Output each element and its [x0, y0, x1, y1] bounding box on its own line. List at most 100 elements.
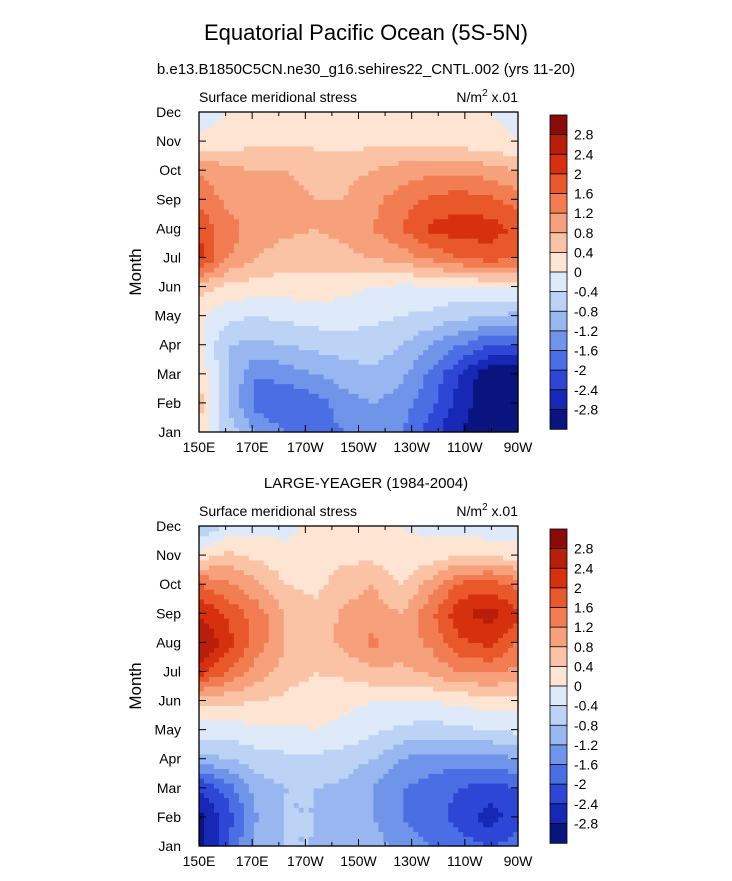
y-tick-label: Jan [158, 424, 181, 440]
colorbar-label: 0.4 [574, 244, 594, 260]
x-tick-label: 150E [183, 439, 216, 455]
colorbar-swatch [549, 330, 568, 352]
y-tick-label: May [155, 722, 181, 738]
colorbar-label: 2.8 [574, 541, 594, 557]
colorbar-label: -0.4 [574, 284, 598, 300]
main-title: Equatorial Pacific Ocean (5S-5N) [203, 20, 529, 45]
colorbar-swatch [549, 528, 568, 550]
colorbar-swatch [549, 783, 568, 805]
colorbar-label: 2 [574, 166, 582, 182]
colorbar-label: -1.6 [574, 757, 598, 773]
contour-field [199, 112, 519, 433]
colorbar: 2.8 2.4 2 1.6 1.2 0.8 0.4 0 -0.4 -0.8 -1.2 -1.6 -2 -2… [549, 114, 598, 430]
units-label: N/m2 x.01 [456, 502, 518, 519]
colorbar-label: 2.8 [574, 127, 594, 143]
subtitle: b.e13.B1850C5CN.ne30_g16.sehires22_CNTL.… [156, 61, 576, 78]
colorbar-label: -0.8 [574, 717, 598, 733]
y-tick-label: Aug [156, 220, 181, 236]
colorbar-swatch [549, 271, 568, 293]
colorbar-label: 1.2 [574, 619, 594, 635]
y-tick-label: Jul [163, 663, 181, 679]
x-tick-label: 150W [340, 853, 377, 869]
colorbar-label: 1.2 [574, 205, 594, 221]
colorbar-label: -2 [574, 776, 587, 792]
colorbar-label: -1.2 [574, 737, 598, 753]
colorbar-swatch [549, 310, 568, 332]
colorbar-swatch [549, 764, 568, 785]
x-tick-label: 170W [287, 853, 324, 869]
colorbar-label: -0.8 [574, 303, 598, 319]
colorbar-swatch [549, 548, 568, 569]
x-tick-label: 90W [504, 439, 534, 455]
colorbar-swatch [549, 685, 568, 707]
colorbar-label: 1.6 [574, 186, 594, 202]
field-label: Surface meridional stress [199, 89, 357, 105]
colorbar-label: 0 [574, 264, 582, 280]
y-tick-label: Feb [157, 395, 181, 411]
x-tick-label: 150E [183, 853, 216, 869]
colorbar-swatch [549, 646, 568, 668]
units-label: N/m2 x.01 [456, 88, 518, 105]
colorbar-label: 2 [574, 580, 582, 596]
colorbar-swatch [549, 665, 568, 687]
colorbar-label: 0.8 [574, 225, 594, 241]
colorbar-swatch [549, 232, 568, 254]
contour-field [199, 526, 519, 847]
y-tick-label: Nov [156, 547, 181, 563]
x-tick-label: 170E [236, 853, 269, 869]
colorbar-label: 1.6 [574, 600, 594, 616]
x-tick-label: 170E [236, 439, 269, 455]
x-tick-label: 150W [340, 439, 377, 455]
colorbar-swatch [549, 724, 568, 746]
colorbar-swatch [549, 567, 568, 589]
colorbar-swatch [549, 153, 568, 175]
y-tick-label: Mar [157, 366, 181, 382]
colorbar-label: -1.2 [574, 323, 598, 339]
colorbar-swatch [549, 193, 568, 214]
x-tick-label: 90W [504, 853, 534, 869]
colorbar-swatch [549, 134, 568, 155]
colorbar-swatch [549, 744, 568, 766]
y-tick-label: Sep [156, 605, 181, 621]
colorbar-label: -2.8 [574, 815, 598, 831]
colorbar-swatch [549, 607, 568, 628]
colorbar-swatch [549, 587, 568, 609]
y-tick-label: Dec [156, 104, 181, 120]
colorbar-label: 2.4 [574, 146, 594, 162]
y-tick-label: Jul [163, 249, 181, 265]
colorbar-label: -2.4 [574, 382, 598, 398]
panel-2-title: LARGE-YEAGER (1984-2004) [263, 475, 469, 492]
colorbar-label: -2.8 [574, 401, 598, 417]
y-axis-label: Month [126, 662, 145, 709]
contour-panel-observations: 150E 170E 170W 150W 130W 110W 90W Jan Feb Mar Apr M… [126, 502, 598, 869]
y-tick-label: Jun [158, 693, 181, 709]
field-label: Surface meridional stress [199, 503, 357, 519]
x-tick-label: 130W [393, 853, 430, 869]
colorbar-swatch [549, 389, 568, 411]
colorbar-swatch [549, 212, 568, 234]
colorbar: 2.8 2.4 2 1.6 1.2 0.8 0.4 0 -0.4 -0.8 -1.2 -1.6 -2 -2… [549, 528, 598, 844]
y-tick-label: Oct [159, 576, 181, 592]
y-tick-label: Feb [157, 809, 181, 825]
y-tick-label: Sep [156, 191, 181, 207]
colorbar-swatch [549, 822, 568, 844]
y-tick-label: Oct [159, 162, 181, 178]
colorbar-label: 0 [574, 678, 582, 694]
colorbar-swatch [549, 408, 568, 430]
colorbar-swatch [549, 173, 568, 195]
colorbar-swatch [549, 626, 568, 648]
colorbar-swatch [549, 114, 568, 136]
contour-panel-model: 150E 170E 170W 150W 130W 110W 90W Jan Feb Mar Apr M… [126, 88, 598, 455]
y-tick-label: Apr [159, 751, 181, 767]
colorbar-swatch [549, 369, 568, 391]
x-tick-label: 110W [447, 439, 483, 455]
y-axis-label: Month [126, 248, 145, 295]
colorbar-swatch [549, 291, 568, 312]
colorbar-label: -0.4 [574, 698, 598, 714]
y-tick-label: Aug [156, 634, 181, 650]
y-tick-label: Jun [158, 279, 181, 295]
colorbar-label: 0.4 [574, 658, 594, 674]
colorbar-swatch [549, 803, 568, 825]
colorbar-swatch [549, 251, 568, 273]
colorbar-label: 0.8 [574, 639, 594, 655]
